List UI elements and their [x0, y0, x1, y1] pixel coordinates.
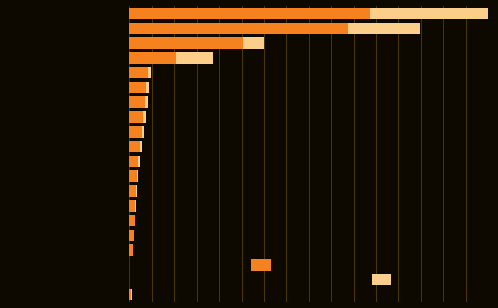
- Bar: [129, 215, 134, 226]
- Bar: [143, 111, 146, 123]
- Bar: [129, 200, 135, 212]
- Bar: [140, 141, 142, 152]
- Bar: [129, 82, 146, 93]
- Bar: [129, 67, 148, 79]
- Bar: [129, 37, 243, 49]
- Bar: [129, 289, 131, 300]
- Bar: [129, 111, 143, 123]
- Bar: [129, 8, 370, 19]
- Bar: [129, 52, 176, 64]
- Bar: [243, 37, 263, 49]
- Bar: [135, 200, 136, 212]
- Bar: [129, 141, 140, 152]
- Bar: [146, 82, 149, 93]
- Bar: [136, 185, 137, 197]
- Bar: [348, 22, 420, 34]
- Bar: [129, 22, 348, 34]
- Bar: [129, 156, 138, 167]
- Bar: [129, 170, 137, 182]
- Bar: [145, 96, 147, 108]
- Bar: [176, 52, 213, 64]
- Bar: [129, 229, 134, 241]
- Bar: [129, 126, 142, 138]
- Bar: [148, 67, 151, 79]
- Bar: [370, 8, 488, 19]
- Bar: [372, 274, 391, 286]
- Bar: [251, 259, 271, 271]
- Bar: [129, 185, 136, 197]
- Bar: [138, 156, 139, 167]
- Bar: [142, 126, 144, 138]
- Bar: [129, 96, 145, 108]
- Bar: [137, 170, 138, 182]
- Bar: [129, 244, 133, 256]
